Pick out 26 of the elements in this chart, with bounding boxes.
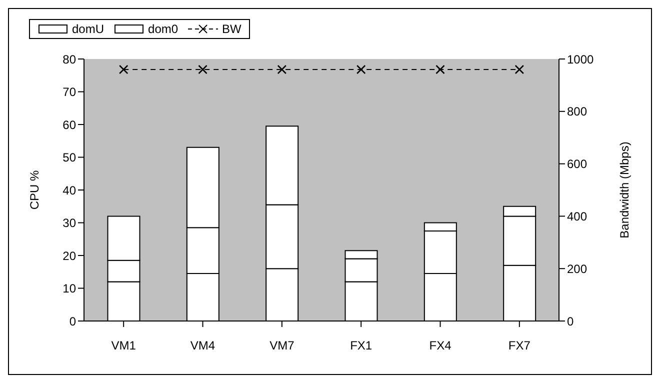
y2-tick-label: 600 (567, 157, 588, 172)
y-tick-label: 0 (69, 314, 76, 328)
legend-label: BW (221, 22, 242, 36)
y2-tick-label: 400 (567, 209, 588, 224)
x-tick-label: VM7 (270, 338, 295, 353)
y2-tick-label: 0 (567, 314, 574, 328)
y-axis-title: CPU % (27, 170, 42, 210)
x-tick-label: VM1 (111, 338, 136, 353)
y-tick-label: 30 (62, 216, 76, 230)
legend-label: dom0 (147, 22, 178, 36)
x-tick-label: FX4 (429, 338, 452, 353)
y-tick-label: 60 (62, 118, 76, 132)
y2-tick-label: 800 (567, 104, 588, 119)
legend-label: domU (71, 22, 104, 36)
y-tick-label: 40 (62, 183, 76, 198)
y2-axis-title: Bandwidth (Mbps) (617, 142, 632, 238)
y-tick-label: 50 (62, 150, 76, 165)
y2-tick-label: 1000 (567, 52, 594, 66)
x-tick-label: FX1 (350, 338, 372, 353)
y-tick-label: 80 (62, 52, 76, 66)
x-tick-label: FX7 (508, 338, 531, 353)
x-tick-label: VM4 (190, 338, 216, 353)
y-tick-label: 20 (62, 248, 76, 263)
y-tick-label: 10 (62, 282, 76, 296)
y-tick-label: 70 (62, 85, 76, 100)
y2-tick-label: 200 (567, 262, 588, 276)
